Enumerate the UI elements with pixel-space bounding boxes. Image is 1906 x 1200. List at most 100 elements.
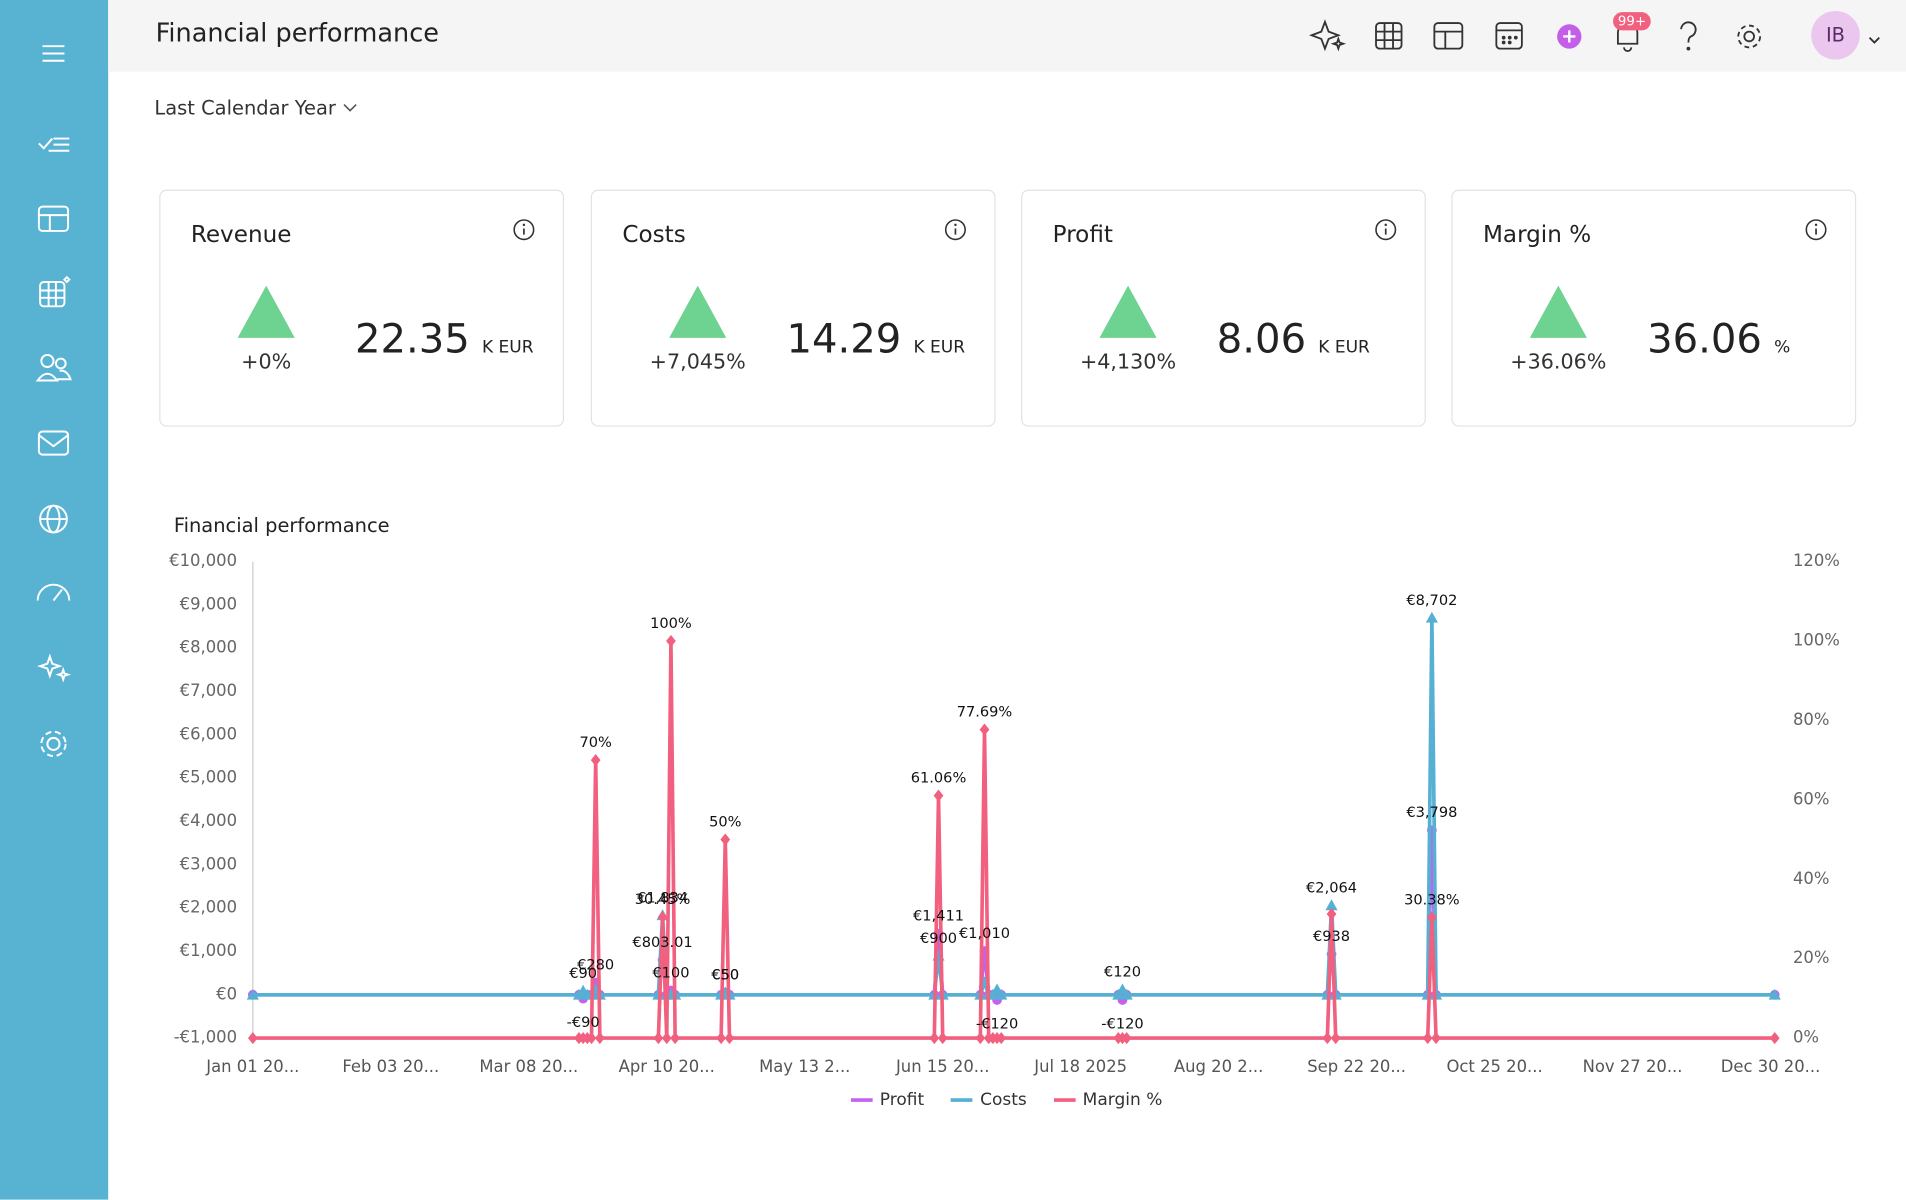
info-circle	[944, 219, 966, 241]
data-point	[657, 911, 668, 924]
data-label: €8,702	[1406, 592, 1457, 609]
data-point	[975, 1032, 986, 1045]
data-label: €2,064	[1306, 879, 1357, 896]
y-tick-label: €4,000	[180, 811, 237, 830]
table-icon[interactable]	[39, 275, 71, 308]
legend-swatch	[1053, 1098, 1076, 1102]
data-label: 30.45%	[635, 891, 691, 908]
y-tick-label: €1,000	[180, 941, 237, 960]
grid-button[interactable]	[1375, 22, 1403, 50]
x-tick-label: Oct 25 20...	[1446, 1057, 1542, 1076]
info-dot	[522, 223, 526, 227]
y-tick-label: €2,000	[180, 898, 237, 917]
kpi-title: Revenue	[190, 221, 292, 248]
contacts-icon[interactable]	[35, 353, 72, 382]
series-line	[252, 615, 1775, 997]
y2-tick-label: 80%	[1793, 710, 1829, 729]
kpi-change: +36.06%	[1510, 350, 1607, 375]
kpi-value: 36.06%	[1647, 315, 1790, 362]
x-tick-label: Aug 20 2...	[1174, 1057, 1263, 1076]
legend-label: Margin %	[1082, 1090, 1163, 1110]
series-line	[252, 828, 1775, 1002]
trend-triangle	[1099, 285, 1157, 338]
x-tick-label: Jan 01 20...	[205, 1057, 299, 1076]
trend-triangle	[237, 285, 295, 338]
account-chevron[interactable]	[1868, 37, 1880, 44]
tasks-icon[interactable]	[38, 137, 70, 152]
y-tick-label: €8,000	[180, 638, 237, 657]
data-label: 70%	[579, 734, 612, 751]
info-circle	[513, 219, 535, 241]
info-icon[interactable]	[512, 218, 536, 242]
chevron	[343, 103, 358, 112]
kpi-unit: %	[1774, 337, 1791, 358]
info-icon[interactable]	[943, 218, 967, 242]
data-label: €3,798	[1406, 804, 1457, 821]
y-tick-label: €5,000	[180, 768, 237, 787]
settings-button[interactable]	[1737, 24, 1762, 49]
kpi-change: +4,130%	[1079, 350, 1177, 375]
data-label: 61.06%	[911, 770, 967, 787]
x-tick-label: Apr 10 20...	[619, 1057, 715, 1076]
calendar-button[interactable]	[1495, 22, 1523, 50]
x-tick-label: Dec 30 20...	[1721, 1057, 1821, 1076]
x-tick-label: Mar 08 20...	[479, 1057, 578, 1076]
kpi-title: Profit	[1052, 221, 1113, 248]
y2-tick-label: 60%	[1793, 789, 1829, 808]
board-button[interactable]	[1433, 22, 1464, 50]
board-icon[interactable]	[37, 205, 70, 232]
trend-up-icon	[1529, 285, 1587, 338]
kpi-number: 22.35	[354, 314, 470, 363]
data-point	[720, 833, 731, 846]
mail-icon[interactable]	[37, 430, 70, 456]
legend-item[interactable]: Margin %	[1053, 1090, 1163, 1110]
info-dot	[1384, 223, 1387, 227]
trend-up-icon	[669, 285, 727, 338]
kpi-change: +7,045%	[649, 350, 746, 375]
data-point	[1427, 911, 1437, 924]
data-point	[933, 789, 944, 802]
data-point	[1121, 1032, 1132, 1045]
web-icon[interactable]	[39, 504, 68, 534]
data-label: €50	[711, 967, 739, 984]
y2-tick-label: 100%	[1793, 631, 1840, 650]
legend-label: Costs	[980, 1090, 1027, 1110]
data-label: €1,411	[913, 908, 964, 925]
data-point	[1330, 1032, 1341, 1045]
legend-item[interactable]: Costs	[950, 1090, 1027, 1110]
info-dot	[954, 223, 957, 227]
info-icon[interactable]	[1374, 218, 1398, 242]
kpi-unit: K EUR	[913, 337, 966, 358]
data-point	[724, 1032, 735, 1045]
menu-icon[interactable]	[42, 45, 65, 62]
kpi-change: +0%	[241, 350, 292, 375]
data-point	[653, 1032, 664, 1045]
kpi-unit: K EUR	[1318, 337, 1370, 358]
top-bar: Financial performance	[108, 0, 1906, 72]
data-label: 100%	[650, 615, 692, 632]
data-label: 77.69%	[957, 704, 1013, 721]
add-button[interactable]	[1557, 24, 1582, 49]
data-point	[590, 754, 601, 767]
x-tick-label: Jul 18 2025	[1033, 1057, 1127, 1076]
ai-icon[interactable]	[37, 653, 72, 683]
data-point	[979, 723, 990, 736]
data-point	[929, 1032, 940, 1045]
gauge-icon[interactable]	[36, 583, 71, 602]
page-title: Financial performance	[155, 18, 439, 48]
data-label: €100	[652, 964, 689, 981]
avatar[interactable]: IB	[1811, 10, 1860, 60]
kpi-value: 22.35 K EUR	[355, 315, 534, 362]
data-label: €1,010	[959, 925, 1010, 942]
y-tick-label: €6,000	[180, 724, 237, 743]
ai-button[interactable]	[1308, 19, 1347, 52]
info-icon[interactable]	[1804, 218, 1828, 242]
legend-item[interactable]: Profit	[850, 1090, 924, 1110]
data-point	[937, 1032, 948, 1045]
data-label: €1,834	[637, 889, 688, 906]
help-button[interactable]	[1680, 21, 1697, 51]
period-filter[interactable]: Last Calendar Year	[154, 96, 359, 119]
data-point	[1768, 988, 1781, 1000]
data-point	[661, 1032, 672, 1045]
